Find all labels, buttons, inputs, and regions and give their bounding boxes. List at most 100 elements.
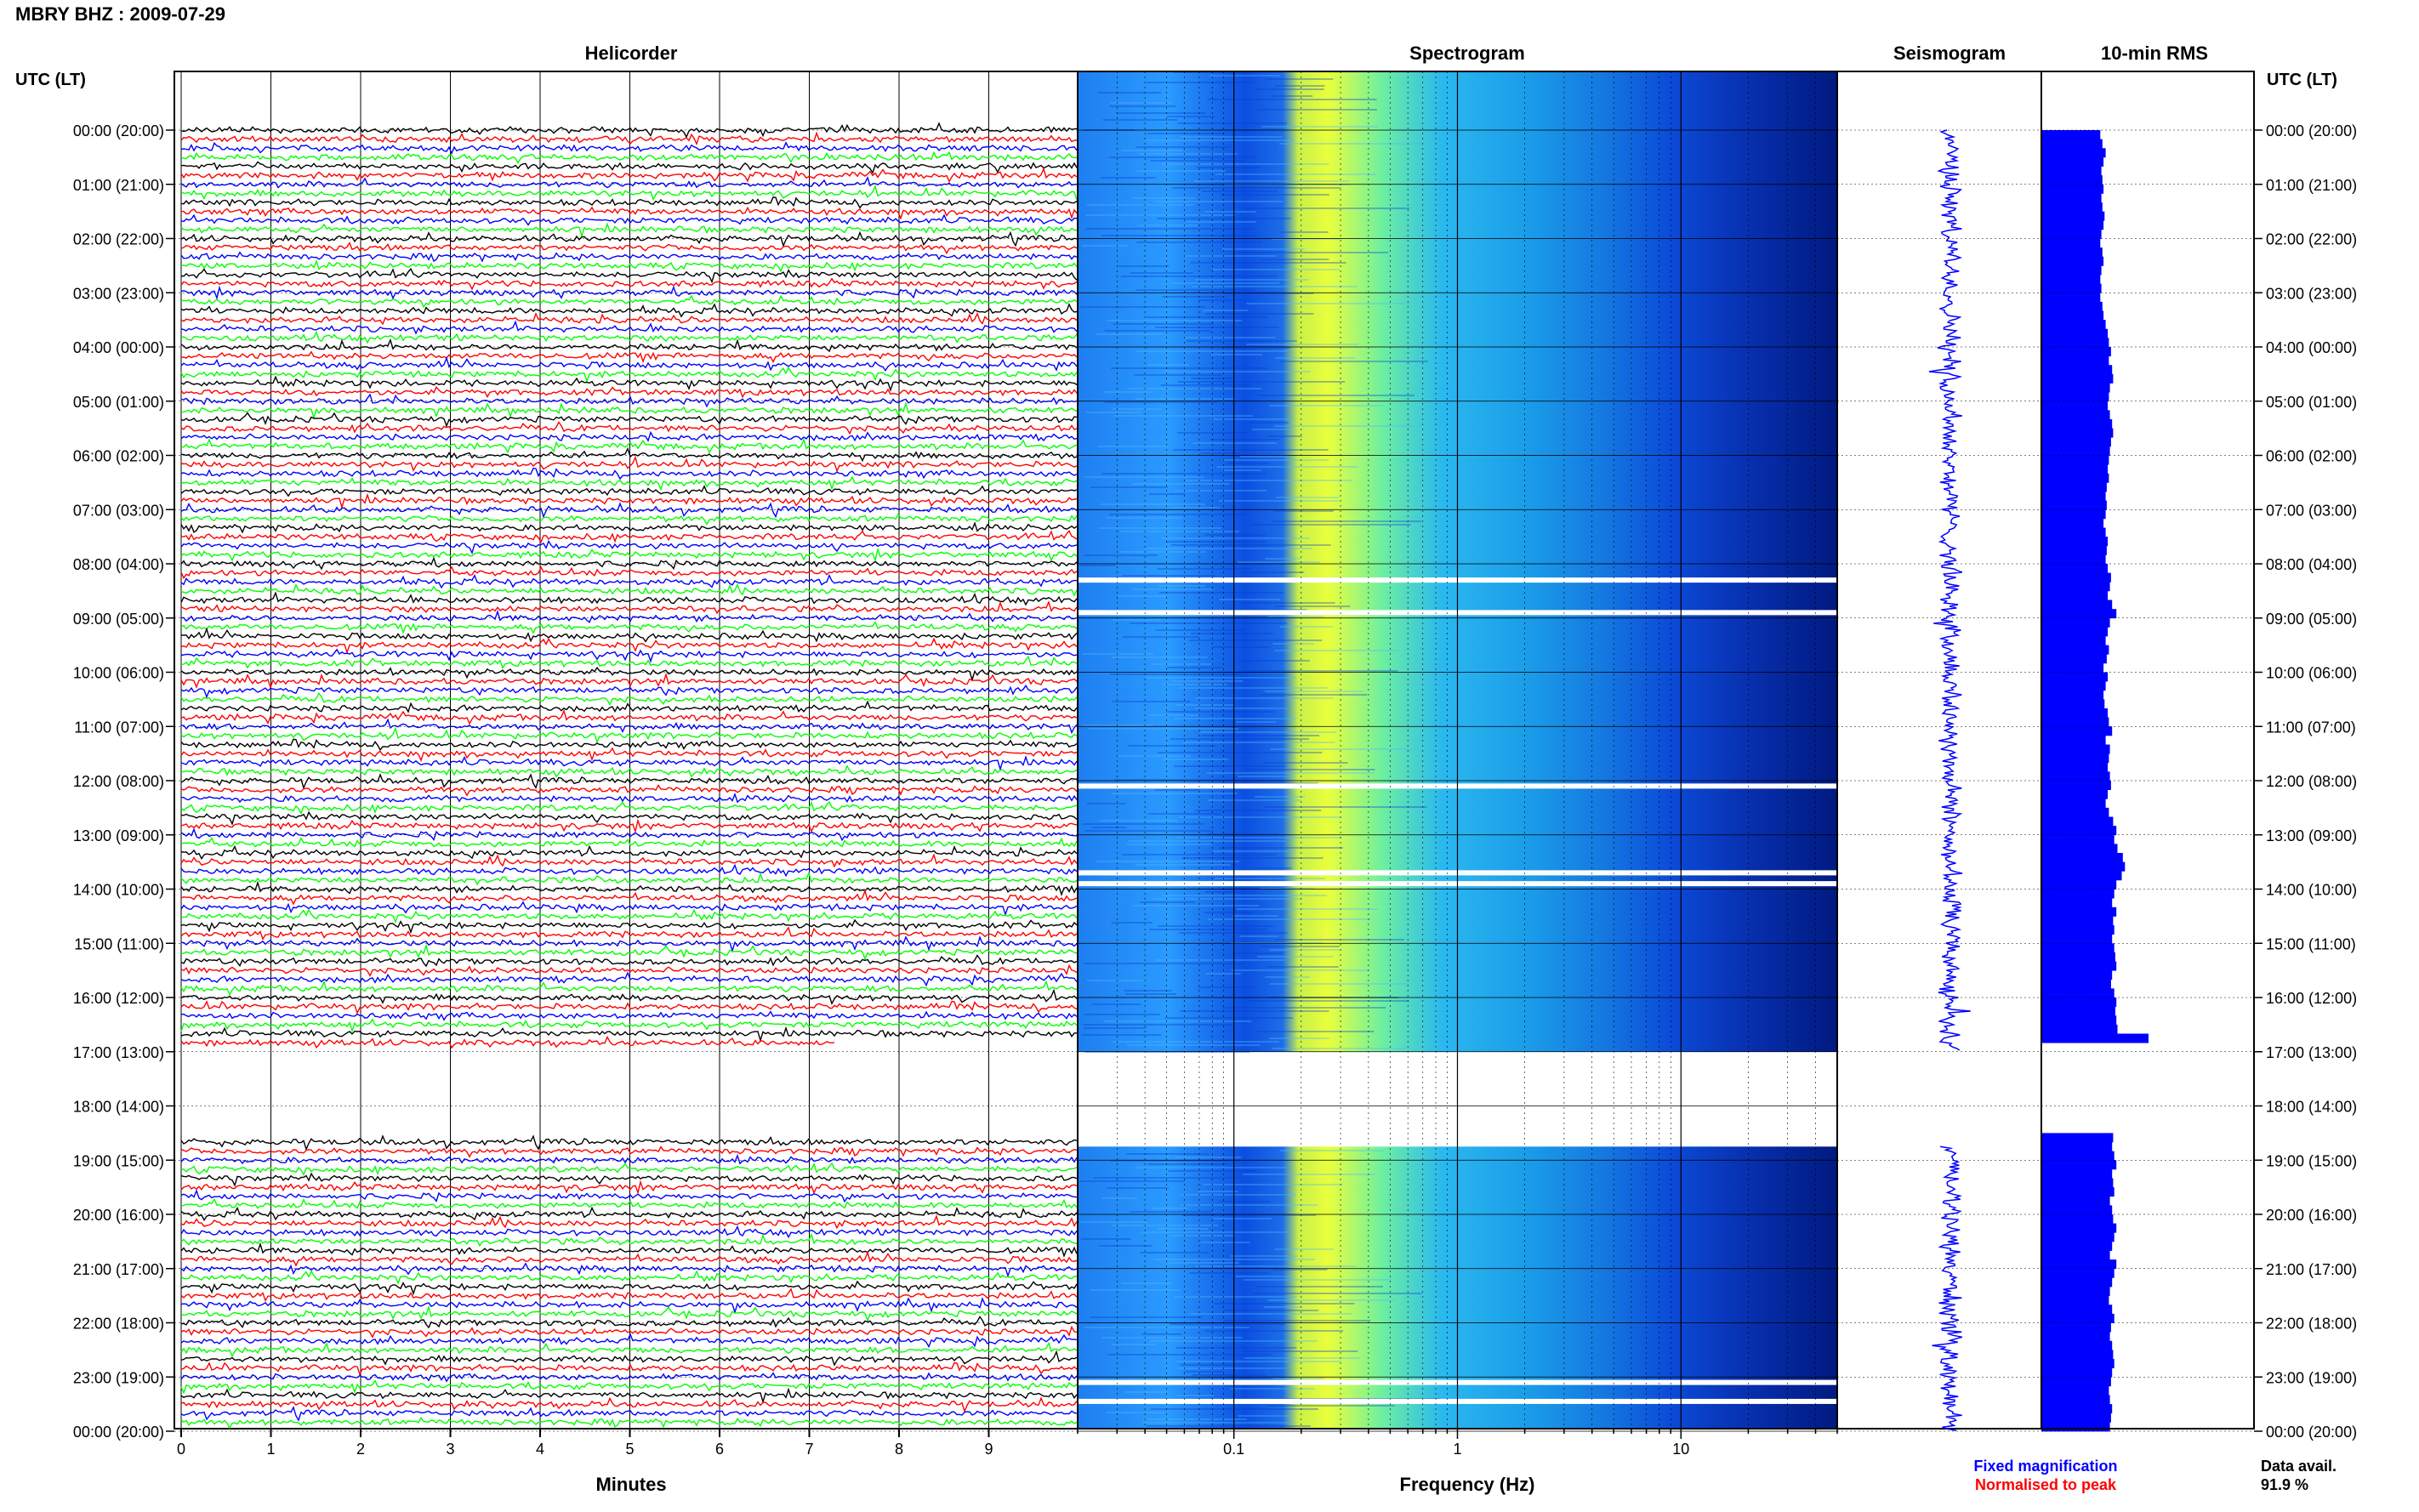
helicorder-trace (180, 338, 1078, 353)
spectrogram-stripe (1148, 929, 1268, 930)
spectrogram-stripe (1173, 718, 1296, 719)
spectrogram-stripe (1154, 1259, 1316, 1260)
right-time-label: 12:00 (08:00) (2266, 773, 2357, 790)
spectrogram-stripe (1200, 452, 1241, 454)
spectrogram-stripe (1207, 799, 1301, 801)
spectrogram-stripe (1085, 228, 1254, 230)
spectrogram-stripe (1281, 231, 1329, 233)
helicorder-trace (180, 1270, 1078, 1285)
rms-bar (2041, 582, 2110, 592)
rms-bar (2041, 681, 2106, 691)
spectrogram-stripe (1146, 139, 1295, 141)
rms-bar (2041, 771, 2110, 782)
rms-bar (2041, 590, 2109, 600)
rms-bar (2041, 853, 2123, 863)
spectrogram-stripe (1219, 847, 1343, 849)
rms-bar (2041, 807, 2109, 817)
left-time-label: 08:00 (04:00) (73, 556, 164, 573)
helicorder-x-tick-label: 8 (895, 1441, 903, 1458)
spectrogram-stripe (1090, 1316, 1203, 1318)
spectrogram-stripe (1151, 1408, 1318, 1410)
helicorder-trace (180, 131, 1078, 146)
spectrogram-stripe (1197, 299, 1245, 301)
rms-bar (2041, 934, 2113, 944)
spectrogram-stripe (1166, 667, 1223, 668)
spectrogram-stripe (1146, 316, 1269, 318)
rms-bar (2041, 844, 2118, 854)
spectrogram-title: Spectrogram (1409, 43, 1525, 64)
spectrogram-stripe (1132, 588, 1213, 590)
spectrogram-stripe (1093, 1177, 1242, 1179)
rms-bar (2041, 617, 2110, 628)
spectrogram-stripe (1198, 986, 1254, 988)
helicorder-trace (180, 827, 1078, 842)
spectrogram-stripe (1101, 473, 1267, 475)
helicorder-trace (180, 672, 1078, 690)
rms-bar (2041, 148, 2106, 158)
helicorder-traces (180, 122, 1078, 1430)
rms-bar (2041, 1214, 2114, 1225)
spectrogram-stripe (1104, 401, 1218, 403)
helicorder-trace (180, 684, 1078, 699)
rms-bar (2041, 256, 2104, 266)
spectrogram-stripe (1239, 456, 1288, 458)
spectrogram-stripe (1246, 344, 1359, 345)
helicorder-trace (180, 691, 1078, 707)
spectrogram-stripe (1124, 990, 1172, 992)
rms-bar (2041, 1377, 2111, 1387)
rms-bar (2041, 898, 2113, 908)
spectrogram-stripe (1139, 153, 1238, 155)
helicorder-trace (180, 1396, 1078, 1413)
rms-bar (2041, 699, 2105, 709)
spectrogram-stripe (1148, 714, 1199, 716)
helicorder-trace (180, 1225, 1078, 1239)
spectrogram-stripe (1161, 537, 1310, 539)
left-time-label: 14:00 (10:00) (73, 882, 164, 899)
rms-bar (2041, 916, 2114, 926)
spectrogram-stripe (1147, 82, 1253, 83)
helicorder-trace (180, 122, 1078, 139)
rms-bar (2041, 1277, 2113, 1287)
helicorder-panel: 0 1 2 3 4 5 6 7 8 9 (174, 71, 1079, 1458)
rms-bar (2041, 527, 2106, 537)
spectrogram-stripe (1082, 823, 1205, 825)
rms-bar (2041, 1168, 2113, 1179)
helicorder-trace (180, 566, 1078, 580)
helicorder-trace (180, 196, 1078, 209)
rms-bar (2041, 1133, 2114, 1143)
spectrogram-stripe (1126, 1153, 1210, 1155)
spectrogram-stripe (1181, 1364, 1240, 1366)
helicorder-trace (180, 853, 1078, 868)
spectrogram-stripe (1232, 915, 1278, 917)
spectrogram-stripe (1104, 330, 1212, 332)
spectrogram-stripe (1204, 534, 1266, 536)
spectrogram-stripe (1169, 1235, 1234, 1236)
helicorder-trace (180, 1305, 1078, 1322)
rms-bar (2041, 1232, 2114, 1242)
helicorder-trace (180, 908, 1078, 924)
helicorder-x-tick-label: 7 (805, 1441, 813, 1458)
left-time-label: 21:00 (17:00) (73, 1261, 164, 1278)
spectrogram-stripe (1226, 347, 1291, 349)
spectrogram-stripe (1235, 1276, 1293, 1277)
left-time-label: 15:00 (11:00) (74, 935, 164, 952)
spectrogram-stripe (1204, 912, 1250, 913)
spectrogram-stripe (1234, 252, 1389, 253)
spectrogram-stripe (1181, 742, 1335, 743)
rms-bar (2041, 428, 2114, 438)
spectrogram-stripe (1136, 146, 1231, 148)
spectrogram-stripe (1189, 1272, 1269, 1274)
spectrogram-stripe (1206, 772, 1375, 774)
helicorder-trace (180, 285, 1078, 301)
helicorder-trace (180, 556, 1078, 571)
rms-bar (2041, 834, 2114, 844)
rms-bar (2041, 1015, 2117, 1026)
spectrogram-stripe (1174, 765, 1286, 767)
rms-bar (2041, 1350, 2114, 1360)
spectrogram-stripe (1175, 837, 1342, 838)
left-time-label: 00:00 (20:00) (73, 122, 164, 139)
helicorder-trace (180, 800, 1078, 815)
rms-title: 10-min RMS (2101, 43, 2208, 64)
helicorder-trace (180, 1035, 835, 1049)
spectrogram-panel: 0.1 1 10 (1077, 71, 1838, 1458)
